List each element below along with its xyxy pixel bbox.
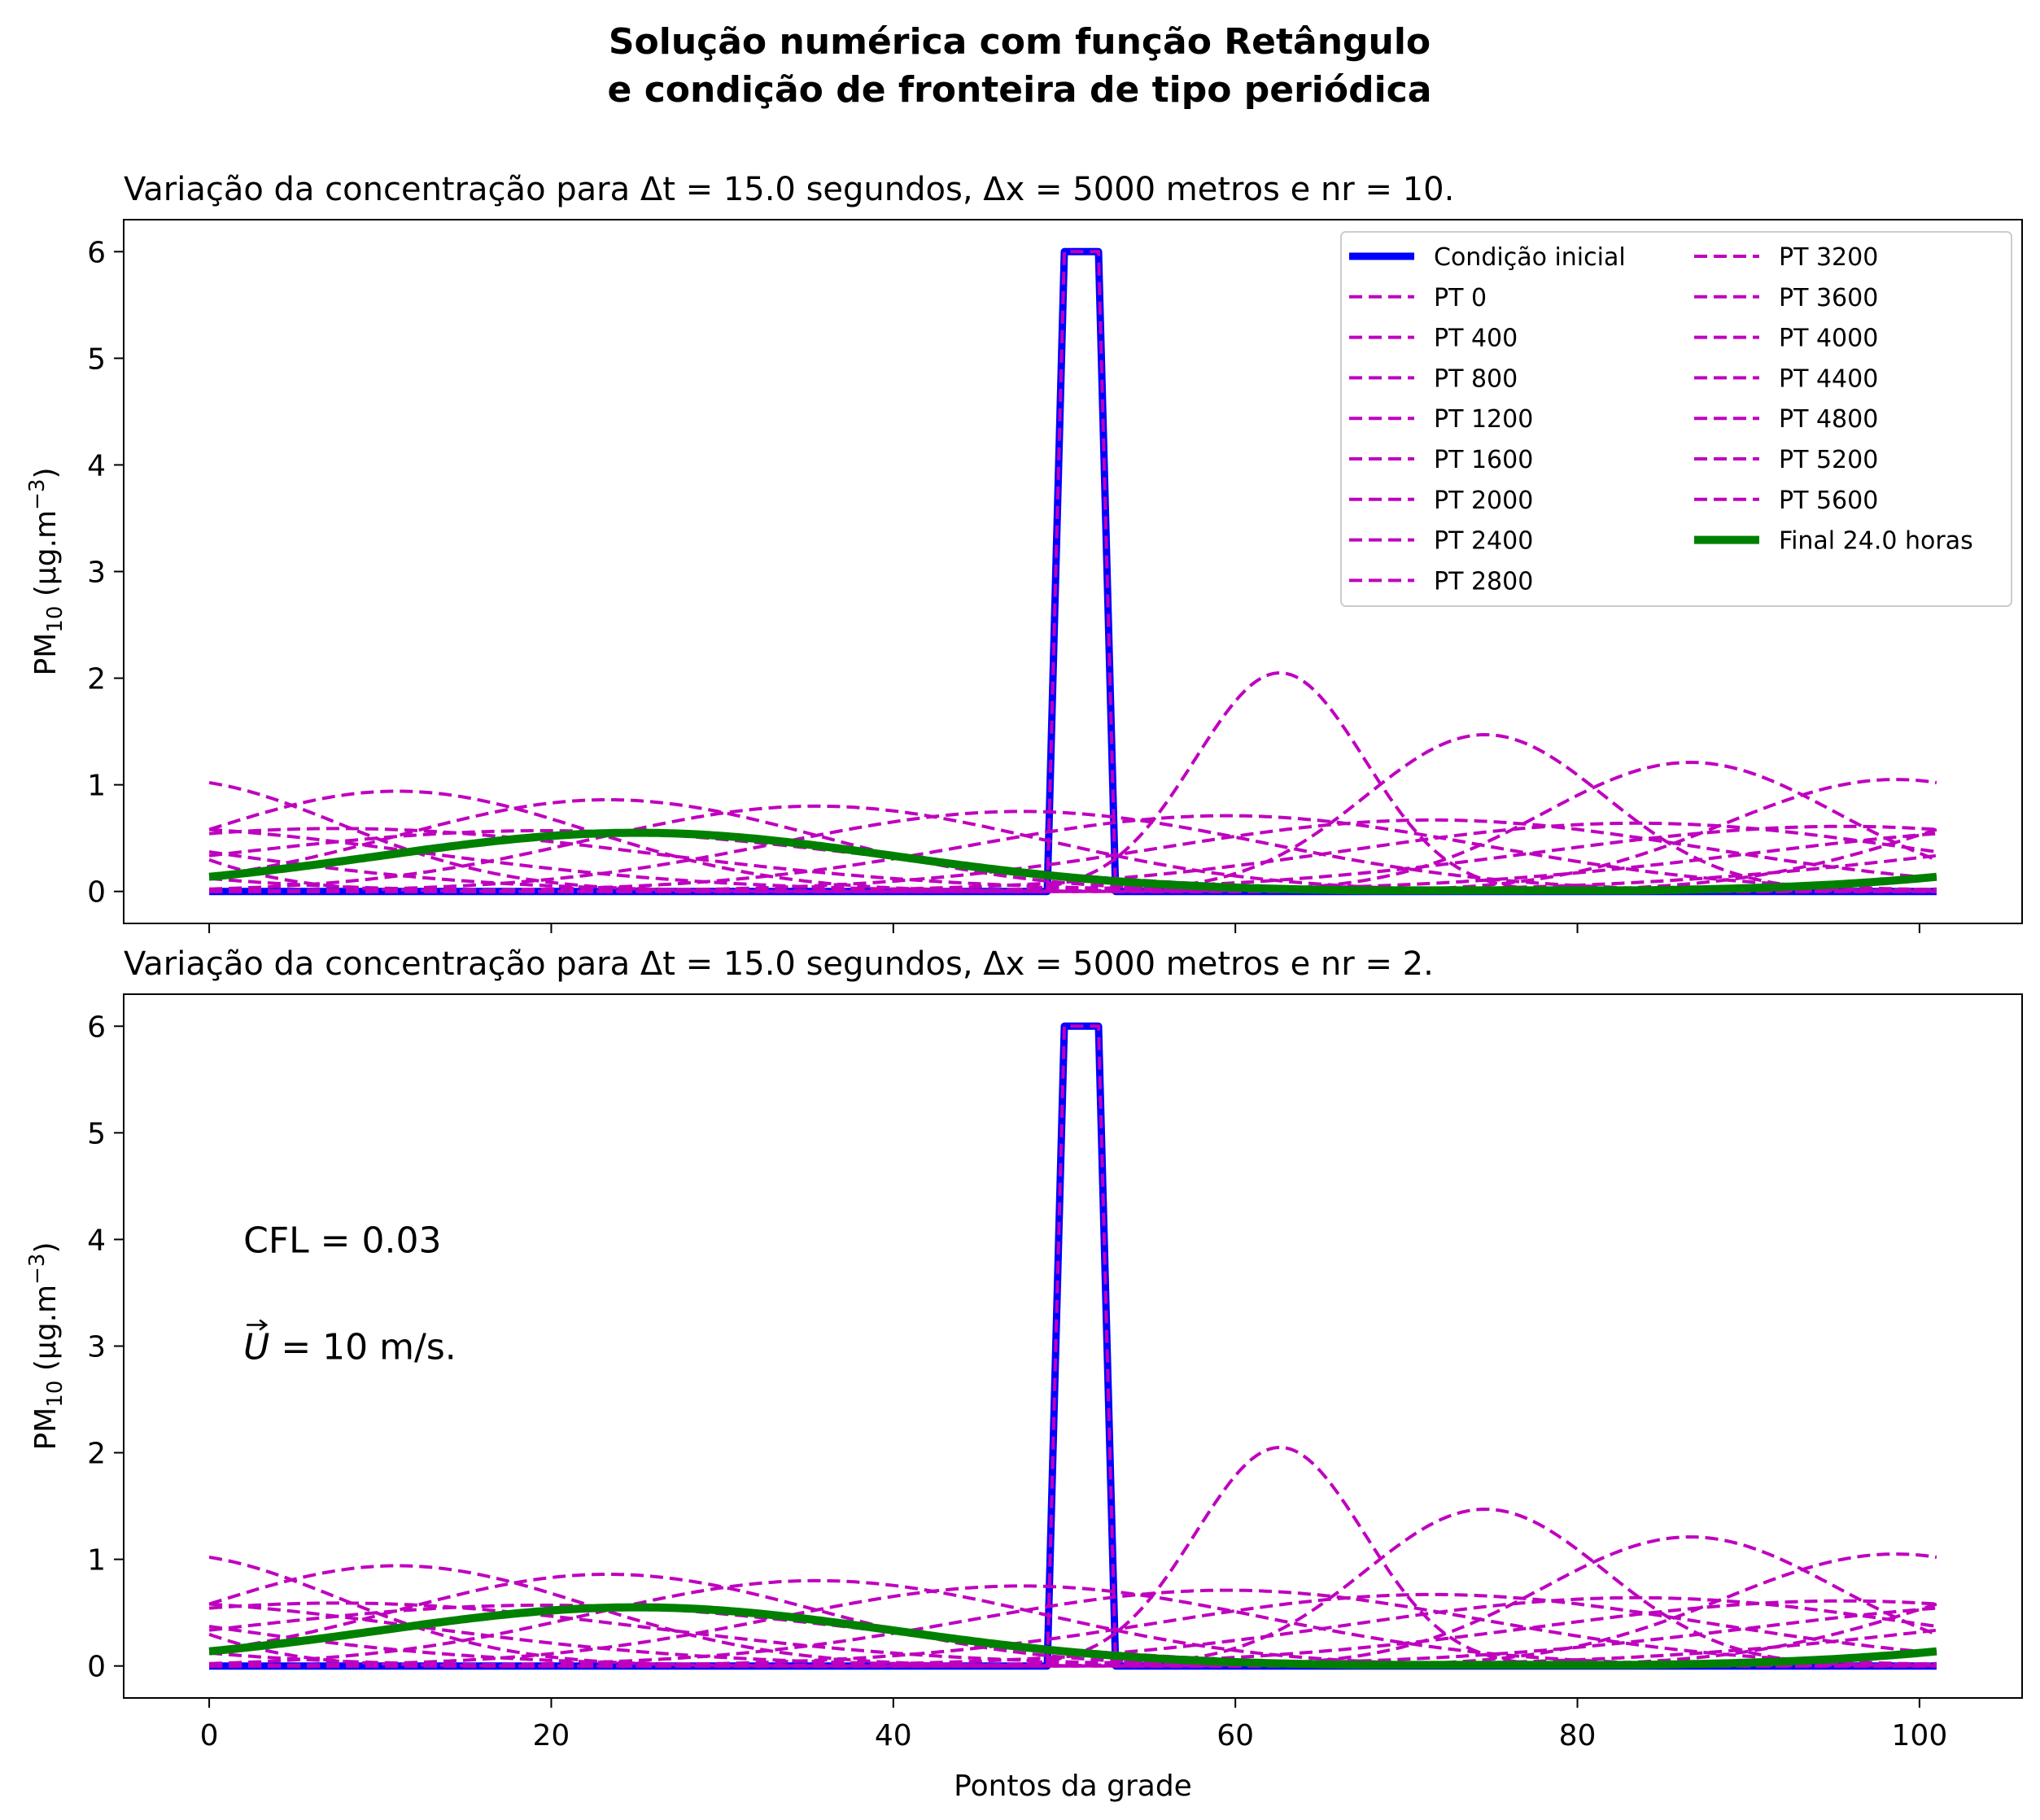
y-tick-label: 4 (87, 449, 106, 482)
y-tick-label: 1 (87, 770, 106, 803)
series-pt-4000 (208, 1592, 1937, 1668)
x-tick-label: 100 (1892, 1719, 1948, 1752)
vector-arrow-icon (247, 1319, 269, 1331)
series-pt-5200 (208, 1601, 1937, 1667)
annotation-text: U = 10 m/s. (243, 1327, 456, 1368)
annotation-text: CFL = 0.03 (243, 1220, 441, 1261)
y-tick-label: 1 (87, 1544, 106, 1578)
y-tick-label: 6 (87, 236, 106, 269)
legend-label: PT 2400 (1434, 527, 1533, 556)
y-tick-label: 2 (87, 663, 106, 696)
series-pt-4000 (208, 818, 1937, 893)
legend-label: PT 5600 (1779, 487, 1878, 515)
chart-panel-top: Variação da concentração para Δt = 15.0 … (25, 171, 2023, 933)
legend-label: PT 3200 (1779, 243, 1878, 272)
series-pt-5200 (208, 827, 1937, 893)
legend-label: Final 24.0 horas (1779, 527, 1973, 556)
y-tick-label: 5 (87, 343, 106, 376)
chart-panel-bottom: Variação da concentração para Δt = 15.0 … (25, 945, 2023, 1803)
y-axis-label: PM10 (μg.m−3) (25, 467, 68, 675)
y-tick-label: 2 (87, 1438, 106, 1471)
panel-title: Variação da concentração para Δt = 15.0 … (124, 945, 1434, 983)
x-tick-label: 80 (1559, 1719, 1597, 1752)
legend-label: Condição inicial (1434, 243, 1626, 272)
y-tick-label: 4 (87, 1224, 106, 1257)
x-tick-label: 40 (875, 1719, 912, 1752)
y-tick-label: 5 (87, 1117, 106, 1150)
series-pt-3600 (209, 1588, 1937, 1668)
legend-label: PT 0 (1434, 284, 1487, 312)
figure-title-line1: Solução numérica com função Retângulo (609, 21, 1431, 63)
plot-area (208, 1022, 1937, 1670)
figure-title-line2: e condição de fronteira de tipo periódic… (608, 69, 1432, 111)
legend-label: PT 1600 (1434, 446, 1533, 474)
plot-area (208, 247, 1937, 896)
series-pt-3600 (209, 814, 1937, 893)
legend-label: PT 1200 (1434, 405, 1533, 434)
legend-label: PT 3600 (1779, 284, 1878, 312)
x-tick-label: 0 (200, 1719, 219, 1752)
y-tick-label: 3 (87, 1331, 106, 1364)
y-tick-label: 0 (87, 1651, 106, 1684)
legend-label: PT 4000 (1779, 325, 1878, 353)
y-tick-label: 0 (87, 876, 106, 910)
legend-label: PT 4800 (1779, 405, 1878, 434)
legend-label: PT 800 (1434, 364, 1518, 393)
y-tick-label: 6 (87, 1010, 106, 1044)
y-axis-label: PM10 (μg.m−3) (25, 1242, 68, 1450)
legend-box (1340, 231, 2012, 607)
legend-label: PT 400 (1434, 325, 1518, 353)
series-final (208, 1603, 1937, 1669)
x-tick-label: 20 (533, 1719, 570, 1752)
legend: Condição inicial PT 0 PT 400 PT 800 PT 1200 P… (1340, 231, 2012, 607)
legend-label: PT 2000 (1434, 487, 1533, 515)
x-tick-label: 60 (1217, 1719, 1254, 1752)
legend-label: PT 2800 (1434, 567, 1533, 596)
legend-label: PT 5200 (1779, 446, 1878, 474)
legend-label: PT 4400 (1779, 364, 1878, 393)
panel-title: Variação da concentração para Δt = 15.0 … (124, 171, 1454, 208)
y-tick-label: 3 (87, 556, 106, 590)
x-axis-label: Pontos da grade (954, 1770, 1192, 1803)
series-final (208, 828, 1937, 895)
